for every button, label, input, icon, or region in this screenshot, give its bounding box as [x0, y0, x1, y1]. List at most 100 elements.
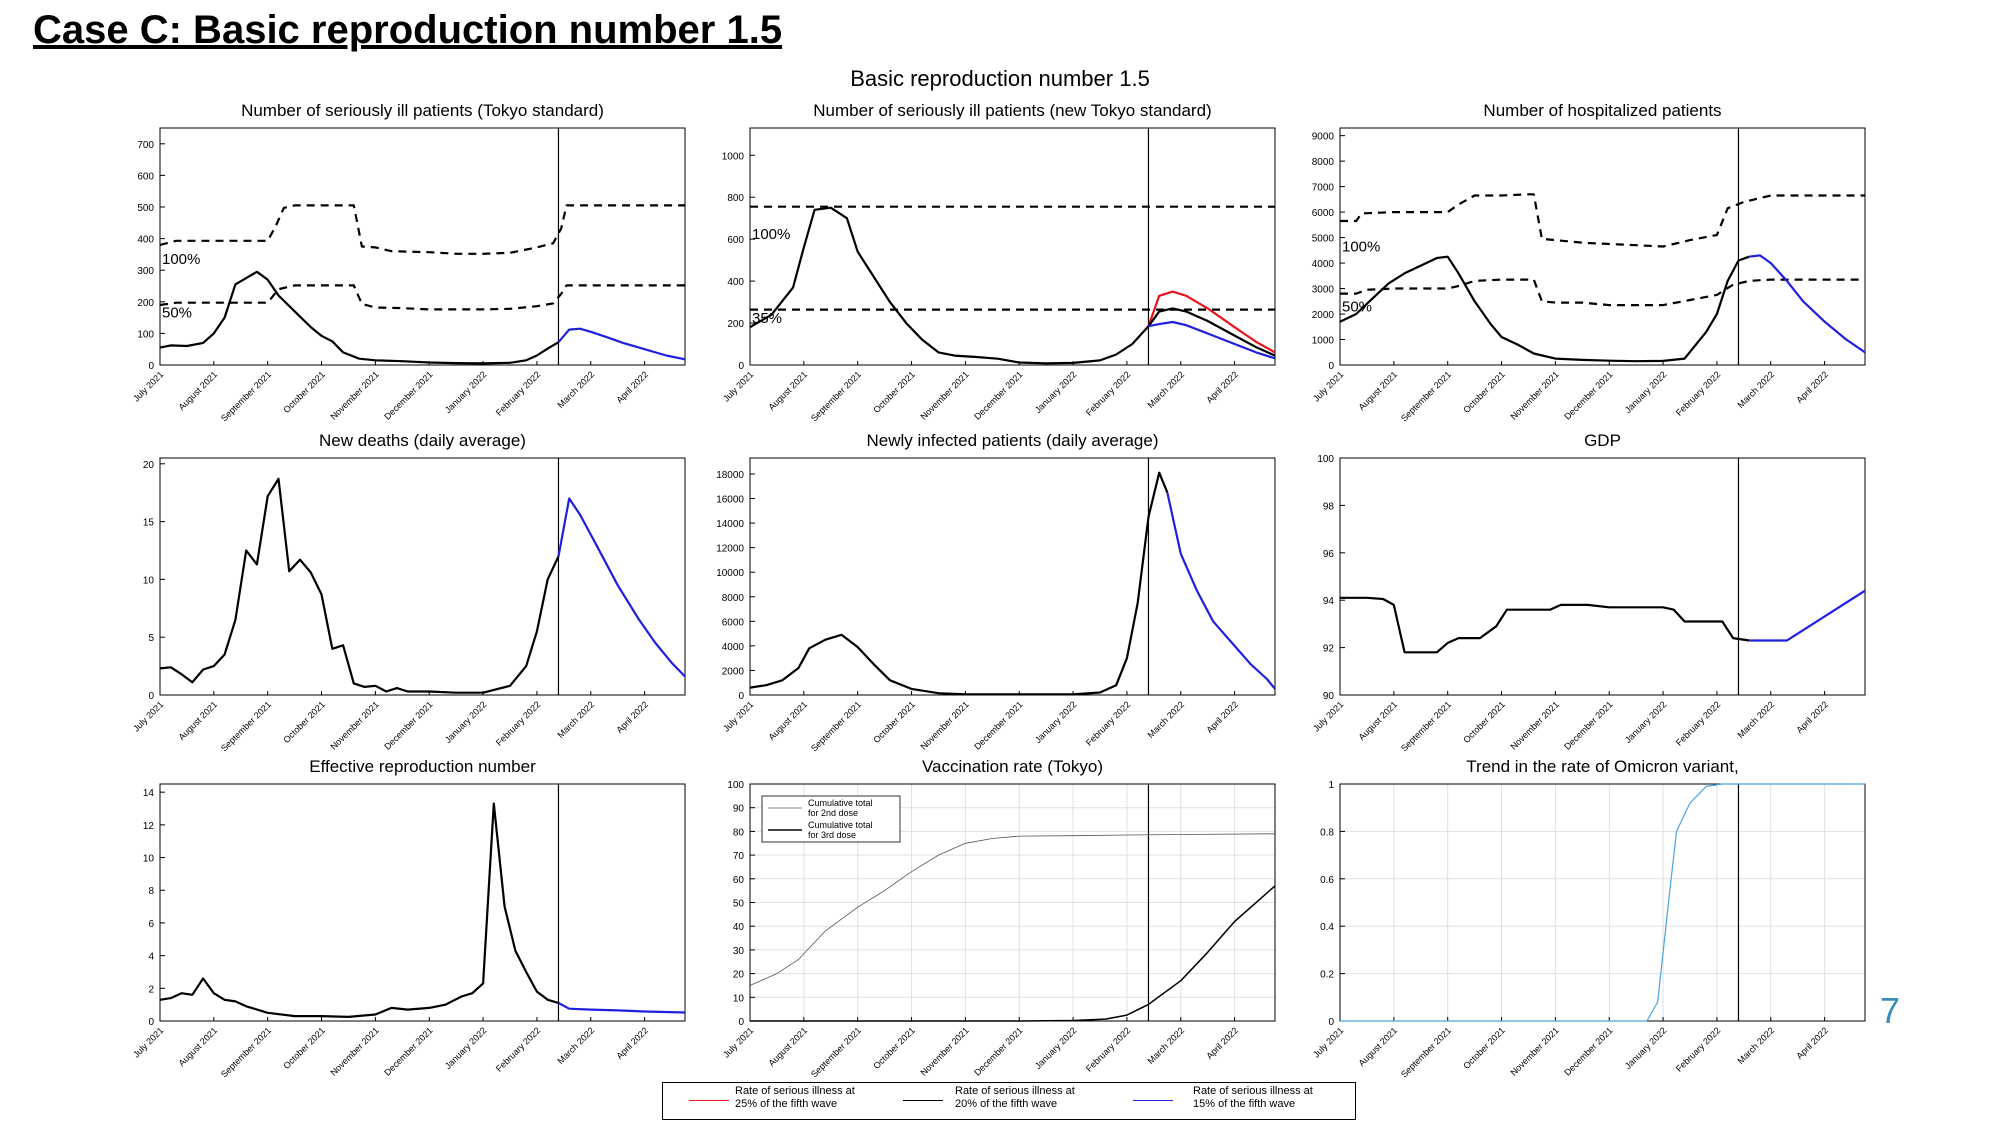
chart-vaccination: Vaccination rate (Tokyo) 0 10 20 30 40 50 60 70 8… — [721, 757, 1276, 1079]
x-tick-label: August 2021 — [176, 699, 219, 742]
chart-title: Effective reproduction number — [309, 757, 536, 776]
inplot-legend-label: for 2nd dose — [808, 808, 858, 818]
x-tick-label: September 2021 — [219, 369, 273, 423]
y-tick-label: 92 — [1323, 644, 1335, 655]
x-tick-label: February 2022 — [1084, 699, 1132, 747]
y-tick-label: 2 — [148, 984, 154, 995]
y-tick-label: 12 — [143, 821, 155, 832]
chart-title: Newly infected patients (daily average) — [867, 431, 1159, 450]
y-tick-label: 600 — [727, 235, 744, 246]
x-tick-label: November 2021 — [1508, 369, 1560, 421]
legend-line-25 — [689, 1100, 729, 1101]
x-tick-label: December 2021 — [1562, 699, 1614, 751]
inplot-legend — [761, 795, 901, 843]
x-tick-label: September 2021 — [219, 699, 273, 753]
legend-line-15 — [1133, 1100, 1173, 1101]
x-tick-label: August 2021 — [1356, 369, 1399, 412]
y-tick-label: 50 — [733, 899, 745, 910]
x-tick-label: March 2022 — [556, 699, 597, 740]
y-tick-label: 3000 — [1312, 285, 1335, 296]
plot-frame — [1339, 457, 1866, 696]
chart-serious_tokyo: Number of seriously ill patients (Tokyo … — [131, 101, 686, 423]
series-line-1 — [1749, 589, 1866, 642]
slide-title: Case C: Basic reproduction number 1.5 — [33, 8, 783, 52]
x-tick-label: July 2021 — [131, 1025, 165, 1059]
x-tick-label: March 2022 — [1146, 369, 1187, 410]
x-tick-label: February 2022 — [494, 369, 542, 417]
y-tick-label: 30 — [733, 946, 745, 957]
y-tick-label: 40 — [733, 922, 745, 933]
chart-title: Number of seriously ill patients (Tokyo … — [241, 101, 604, 120]
x-tick-label: July 2021 — [721, 369, 755, 403]
y-tick-label: 10000 — [716, 568, 744, 579]
x-tick-label: November 2021 — [328, 369, 380, 421]
x-tick-label: February 2022 — [1674, 1025, 1722, 1073]
x-tick-label: April 2022 — [614, 369, 650, 405]
y-tick-label: 70 — [733, 851, 745, 862]
y-tick-label: 14000 — [716, 519, 744, 530]
x-tick-label: August 2021 — [766, 1025, 809, 1068]
series-line-0 — [1340, 783, 1865, 1022]
y-tick-label: 400 — [137, 235, 154, 246]
series-line-0 — [159, 802, 559, 1018]
x-tick-label: December 2021 — [382, 699, 434, 751]
x-tick-label: March 2022 — [1736, 1025, 1777, 1066]
y-tick-label: 90 — [733, 804, 745, 815]
x-tick-label: April 2022 — [1794, 699, 1830, 735]
x-tick-label: February 2022 — [494, 1025, 542, 1073]
chart-serious_new: Number of seriously ill patients (new To… — [721, 101, 1276, 423]
x-tick-label: October 2021 — [281, 699, 327, 745]
y-tick-label: 100 — [137, 329, 154, 340]
y-tick-label: 0 — [738, 691, 744, 702]
inplot-legend-label: for 3rd dose — [808, 830, 856, 840]
y-tick-label: 8 — [148, 886, 154, 897]
x-tick-label: April 2022 — [1204, 699, 1240, 735]
x-tick-label: November 2021 — [918, 369, 970, 421]
x-tick-label: December 2021 — [972, 369, 1024, 421]
page-number: 7 — [1880, 990, 1901, 1031]
series-line-2 — [159, 270, 560, 365]
x-tick-label: April 2022 — [614, 699, 650, 735]
x-tick-label: September 2021 — [1399, 369, 1453, 423]
y-tick-label: 16000 — [716, 495, 744, 506]
legend-label-15: Rate of serious illness at 15% of the fif… — [1193, 1085, 1313, 1110]
plot-frame — [159, 457, 686, 696]
x-tick-label: March 2022 — [556, 369, 597, 410]
x-tick-label: November 2021 — [328, 1025, 380, 1077]
x-tick-label: February 2022 — [1084, 1025, 1132, 1073]
y-tick-label: 0.6 — [1320, 875, 1334, 886]
x-tick-label: November 2021 — [1508, 1025, 1560, 1077]
series-line-3 — [1147, 290, 1276, 354]
x-tick-label: December 2021 — [972, 1025, 1024, 1077]
chart-title: Number of hospitalized patients — [1483, 101, 1721, 120]
x-tick-label: December 2021 — [382, 369, 434, 421]
x-tick-label: August 2021 — [1356, 1025, 1399, 1068]
x-tick-label: January 2022 — [443, 369, 489, 415]
x-tick-label: July 2021 — [1311, 1025, 1345, 1059]
chart-hospitalized: Number of hospitalized patients 0 1000 2000… — [1311, 101, 1866, 423]
y-tick-label: 200 — [727, 319, 744, 330]
x-tick-label: August 2021 — [766, 699, 809, 742]
chart-title: Vaccination rate (Tokyo) — [922, 757, 1103, 776]
y-tick-label: 94 — [1323, 596, 1335, 607]
series-line-1 — [557, 1002, 686, 1014]
x-tick-label: February 2022 — [1674, 369, 1722, 417]
x-tick-label: September 2021 — [219, 1025, 273, 1079]
y-tick-label: 6 — [148, 919, 154, 930]
y-tick-label: 90 — [1323, 691, 1335, 702]
legend-label-20: Rate of serious illness at 20% of the fif… — [955, 1085, 1075, 1110]
y-tick-label: 0.4 — [1320, 922, 1334, 933]
x-tick-label: December 2021 — [382, 1025, 434, 1077]
x-tick-label: December 2021 — [1562, 1025, 1614, 1077]
chart-omicron: Trend in the rate of Omicron variant, 0 0.… — [1311, 757, 1866, 1079]
x-tick-label: March 2022 — [1736, 699, 1777, 740]
annotation-label: 50% — [1342, 298, 1372, 315]
y-tick-label: 5 — [148, 633, 154, 644]
series-line-0 — [1340, 596, 1750, 654]
y-tick-label: 600 — [137, 171, 154, 182]
series-line-0 — [1340, 193, 1865, 248]
plot-frame — [159, 127, 686, 366]
y-tick-label: 0.8 — [1320, 827, 1334, 838]
x-tick-label: July 2021 — [131, 699, 165, 733]
annotation-label: 100% — [1342, 239, 1380, 256]
